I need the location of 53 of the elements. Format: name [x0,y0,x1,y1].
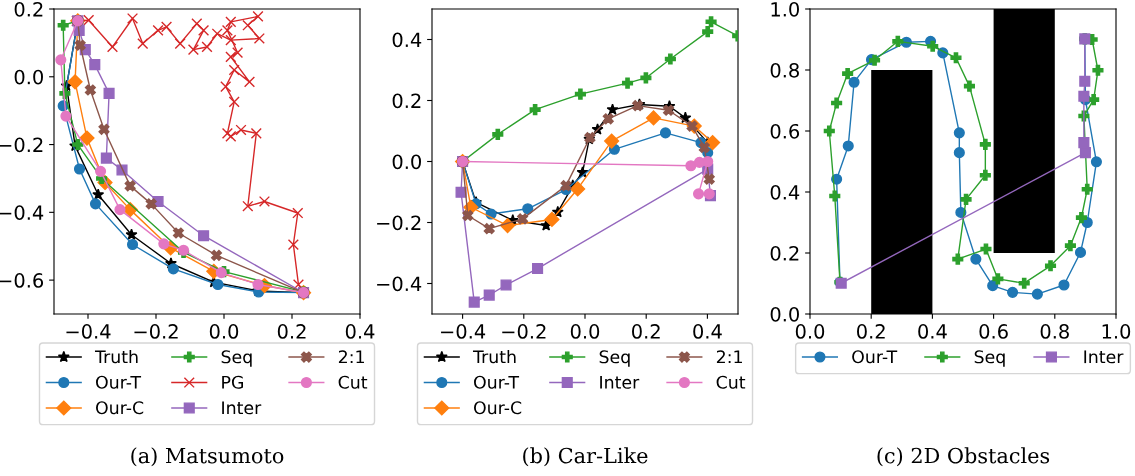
y-tick-label: 1.0 [771,1,799,17]
x-tick-label: 0.8 [1040,324,1069,339]
y-tick-label: −0.4 [0,205,44,220]
legend-label: PG [222,375,243,389]
legend-label: 2:1 [716,350,742,364]
x-tick-label: 0.6 [979,324,1008,339]
y-tick-label: 0.0 [14,69,43,85]
y-tick-label: 0.8 [770,62,799,78]
x-tick-label: 0.4 [345,324,375,339]
x-tick-label: 0.2 [277,324,306,339]
x-tick-label: 0.4 [918,324,947,339]
y-tick-label: −0.6 [0,273,44,288]
y-tick-label: −0.2 [0,137,43,153]
x-tick-label: 0.2 [632,324,660,339]
x-tick-label: 0.4 [693,324,722,339]
legend-label: Our-T [852,350,898,364]
x-tick-label: −0.4 [441,324,486,339]
y-tick-label: −0.2 [377,215,421,231]
legend-label: Our-C [474,401,522,415]
x-tick-label: −0.2 [134,324,178,339]
legend-label: 2:1 [338,350,364,364]
y-tick-label: 0.0 [770,306,799,322]
x-tick-label: 0.0 [570,324,600,339]
text: (a) Matsumoto [131,447,284,467]
y-tick-label: 0.0 [392,154,421,170]
legend-label: Truth [94,349,138,364]
legend-label: Seq [599,350,630,367]
y-tick-label: 0.2 [392,93,421,109]
legend-label: Inter [222,401,262,415]
x-tick-label: 1.0 [1102,324,1131,339]
x-tick-label: −0.2 [502,324,546,339]
y-tick-label: 0.4 [770,184,800,200]
legend-label: Our-C [96,401,144,415]
text: (c) 2D Obstacles [877,447,1050,467]
legend-label: Our-T [96,375,142,389]
y-tick-label: 0.2 [14,1,43,17]
y-tick-label: 0.6 [770,123,800,139]
legend-label: Inter [1084,350,1124,364]
legend-label: Cut [716,375,746,389]
y-tick-label: −0.4 [377,276,422,292]
x-tick-label: 0.2 [857,324,885,339]
y-tick-label: 0.2 [770,245,799,261]
legend-label: Cut [338,375,368,389]
y-tick-label: 0.4 [392,32,422,48]
text: (b) Car-Like [523,447,648,467]
legend-label: Seq [221,350,252,367]
legend-label: Inter [600,375,640,389]
x-tick-label: 0.0 [209,324,239,339]
legend-label: Our-T [474,375,520,389]
x-tick-label: −0.4 [66,324,111,339]
legend-label: Seq [974,350,1005,367]
legend-label: Truth [472,349,516,364]
x-tick-label: 0.0 [795,324,825,339]
